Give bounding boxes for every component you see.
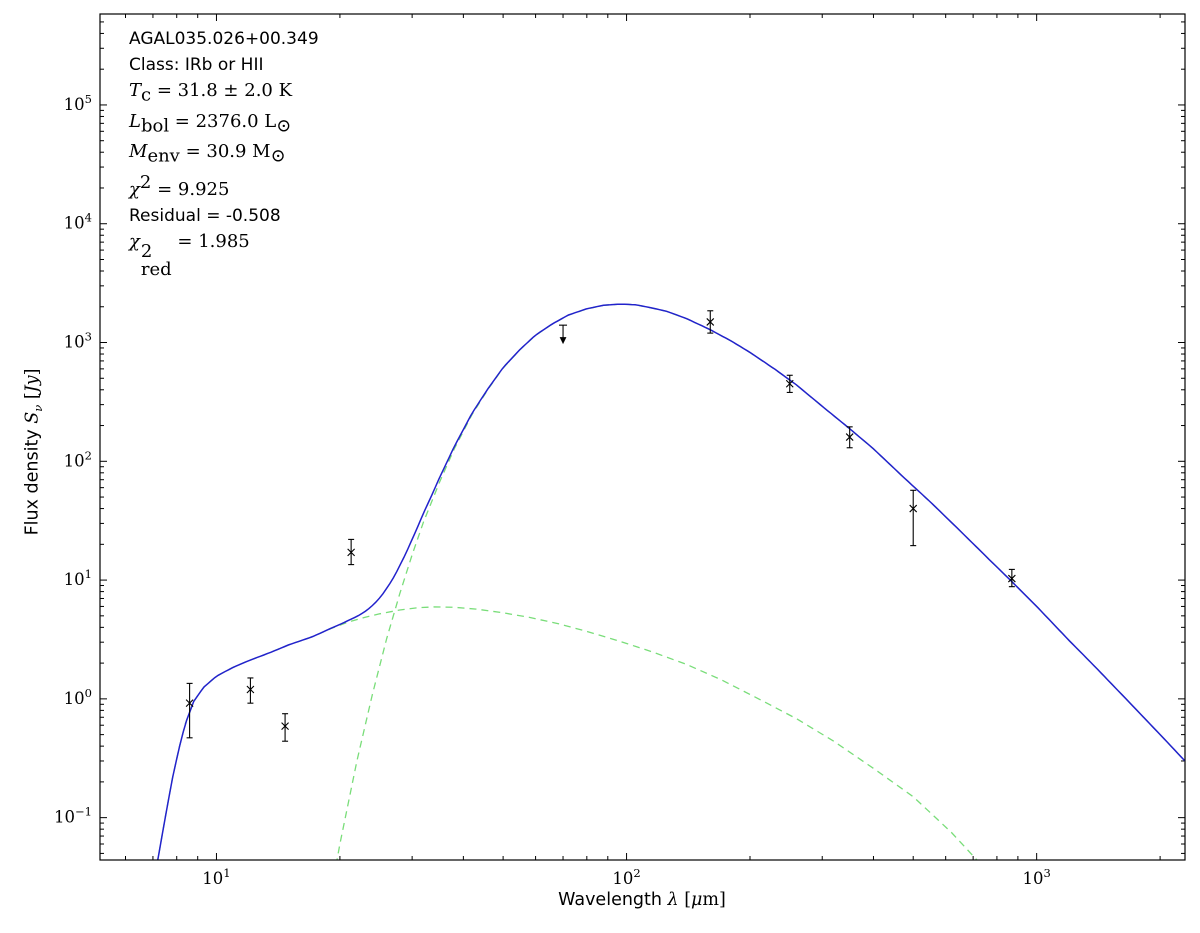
tick-label: 102: [64, 448, 92, 470]
data-point: [246, 677, 255, 704]
text-segment: λ: [667, 890, 679, 910]
text-segment: μ: [691, 890, 703, 910]
plot-frame: [99, 13, 1186, 861]
tick-labels: 101 102 103 10−1 100 101 102 103 104 105: [54, 92, 1051, 888]
tick-label: 102: [612, 866, 640, 888]
annotation-block: AGAL035.026+00.349 Class: IRb or HII Tc = …: [129, 26, 319, 279]
text-segment: bol: [140, 115, 170, 137]
annotation-line: Menv = 30.9 M⊙: [129, 139, 319, 170]
annotation-line: Class: IRb or HII: [129, 52, 319, 78]
data-point: [909, 489, 918, 547]
text-segment: T: [129, 80, 142, 101]
x-axis-label: Wavelength λ [μm]: [558, 889, 726, 910]
data-point: [785, 374, 794, 393]
text-segment: Wavelength: [558, 890, 668, 910]
plot-area: [156, 303, 1185, 860]
text-segment: χ: [129, 230, 140, 252]
tick-label: 100: [64, 686, 92, 708]
annotation-line: χ2 = 9.925: [129, 170, 319, 203]
text-segment: Class: IRb or HII: [129, 55, 264, 75]
text-segment: = 2376.0 L: [169, 110, 277, 132]
text-segment: env: [147, 145, 180, 167]
data-point: [185, 682, 194, 739]
data-points: [185, 310, 1016, 742]
annotation-line: AGAL035.026+00.349: [129, 26, 319, 52]
tick-label: 104: [64, 211, 92, 233]
text-segment: Flux density: [22, 423, 43, 536]
text-segment: AGAL035.026+00.349: [129, 29, 319, 49]
axis-ticks: [100, 14, 1185, 860]
text-segment: M: [129, 141, 148, 163]
text-segment: S: [22, 411, 43, 424]
data-point: [347, 538, 356, 566]
text-segment: ]: [22, 368, 43, 376]
text-segment: [: [22, 392, 43, 405]
total-model-curve: [156, 303, 1185, 860]
annotation-line: χ 2 red = 1.985: [129, 229, 319, 279]
text-segment: ⊙: [276, 115, 292, 137]
text-segment: = 30.9 M: [179, 141, 271, 163]
annotation-line: Tc = 31.8 ± 2.0 K: [129, 78, 319, 109]
text-segment: = 9.925: [151, 178, 230, 200]
tick-label: 10−1: [54, 805, 92, 827]
text-segment: Jy: [22, 375, 43, 393]
tick-label: 101: [64, 567, 92, 589]
data-point: [281, 713, 289, 742]
tick-label: 103: [64, 330, 92, 352]
text-segment: ⊙: [270, 145, 286, 167]
text-segment: ν: [30, 404, 45, 412]
text-segment: = 31.8 ± 2.0 K: [151, 80, 293, 101]
annotation-line: Lbol = 2376.0 L⊙: [129, 109, 319, 140]
tick-label: 105: [64, 92, 92, 114]
text-segment: = 1.985: [171, 230, 250, 252]
text-segment: L: [129, 110, 141, 132]
data-point: [706, 310, 715, 334]
tick-label: 101: [202, 866, 230, 888]
tick-label: 103: [1022, 866, 1050, 888]
text-segment: m]: [702, 890, 726, 910]
data-point: [845, 426, 854, 449]
text-segment: 2 red: [140, 240, 172, 280]
text-segment: χ: [129, 178, 140, 200]
text-segment: 2: [139, 171, 152, 193]
upper-limit-marker: [559, 324, 568, 345]
text-segment: c: [141, 84, 152, 106]
text-segment: Residual = -0.508: [129, 205, 281, 226]
data-point: [1007, 568, 1016, 588]
annotation-line: Residual = -0.508: [129, 203, 319, 229]
text-segment: [: [678, 890, 692, 910]
y-axis-label: Flux density Sν [Jy]: [21, 369, 45, 536]
